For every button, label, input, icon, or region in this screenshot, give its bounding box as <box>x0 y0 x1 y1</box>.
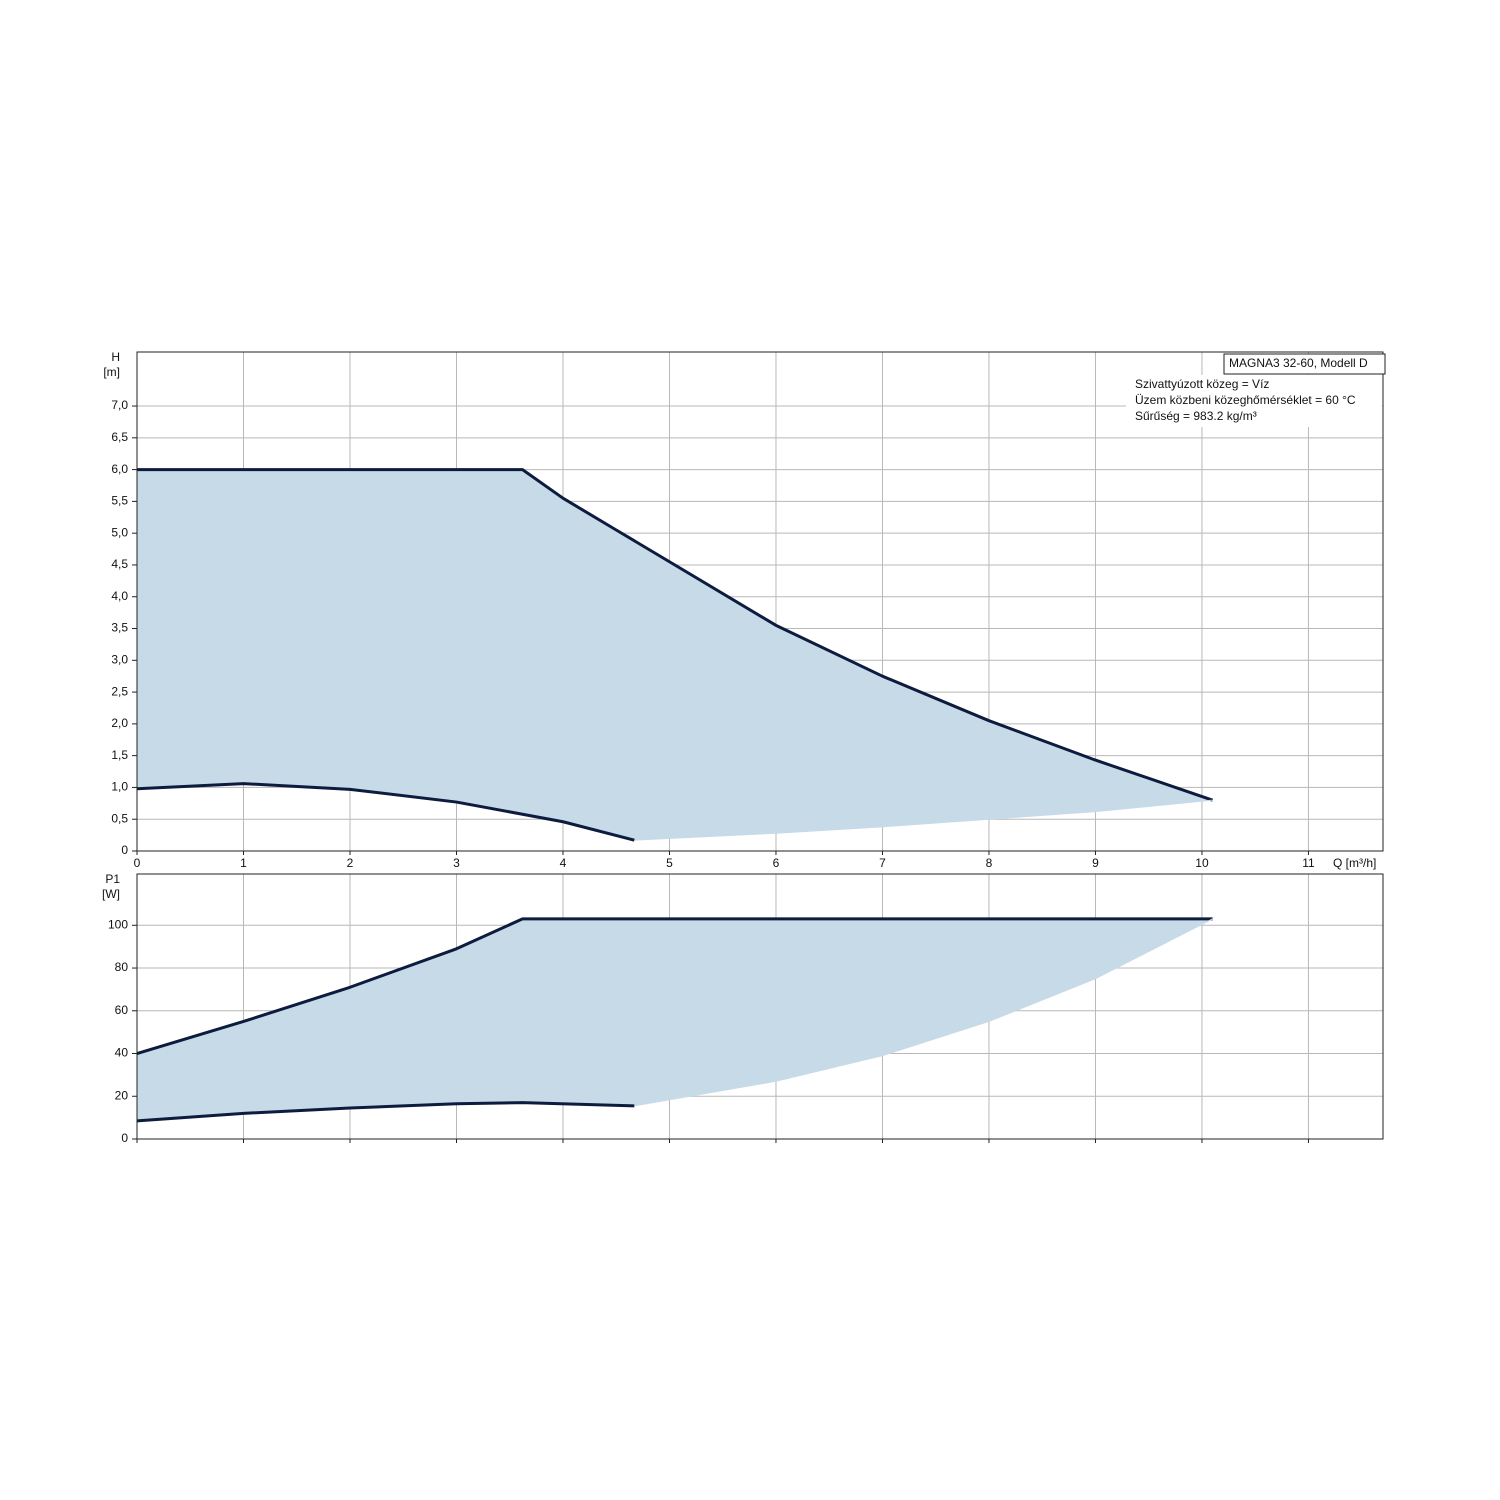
range-fill <box>137 918 1213 1121</box>
y-tick-label: 60 <box>115 1003 129 1017</box>
y-tick-label: 20 <box>115 1088 129 1102</box>
x-tick-label: 6 <box>773 856 780 870</box>
y-tick-label: 4,0 <box>111 589 128 603</box>
x-tick-label: 2 <box>347 856 354 870</box>
plot-frame <box>136 873 1384 1140</box>
y-tick-label: 2,5 <box>111 684 128 698</box>
y-tick-label: 0 <box>121 1131 128 1145</box>
curve-line <box>136 917 1213 1055</box>
y-axis-label: [m] <box>103 365 120 379</box>
x-tick-label: 7 <box>879 856 886 870</box>
x-tick-label: 8 <box>986 856 993 870</box>
y-tick-label: 3,0 <box>111 652 128 666</box>
x-tick-label: 0 <box>134 856 141 870</box>
x-tick-label: 4 <box>560 856 567 870</box>
y-tick-label: 2,0 <box>111 716 128 730</box>
x-tick-label: 3 <box>453 856 460 870</box>
y-tick-label: 6,0 <box>111 462 128 476</box>
y-tick-label: 1,0 <box>111 780 128 794</box>
fill-edge <box>634 799 1213 841</box>
legend-box <box>1223 353 1386 375</box>
y-tick-label: 7,0 <box>111 398 128 412</box>
x-tick-label: 5 <box>666 856 673 870</box>
y-tick-label: 5,0 <box>111 525 128 539</box>
y-tick-label: 40 <box>115 1046 129 1060</box>
y-tick-label: 100 <box>108 917 128 931</box>
note: Üzem közbeni közeghőmérséklet = 60 °C <box>1135 393 1356 407</box>
x-axis-label: Q [m³/h] <box>1333 856 1376 870</box>
plot-frame <box>136 351 1384 852</box>
x-tick-label: 1 <box>240 856 247 870</box>
y-tick-label: 3,5 <box>111 621 128 635</box>
x-tick-label: 11 <box>1302 856 1315 870</box>
y-tick-label: 4,5 <box>111 557 128 571</box>
y-tick-label: 1,5 <box>111 748 128 762</box>
y-tick-label: 0,5 <box>111 811 128 825</box>
y-axis-label: P1 <box>105 872 120 886</box>
note: Szivattyúzott közeg = Víz <box>1135 377 1269 391</box>
y-axis-label: [W] <box>102 887 120 901</box>
y-tick-label: 80 <box>115 960 129 974</box>
note: Sűrűség = 983.2 kg/m³ <box>1135 409 1257 423</box>
y-tick-label: 5,5 <box>111 494 128 508</box>
curve-line <box>136 1101 635 1123</box>
curve-line <box>137 468 1214 802</box>
legend-bg <box>1126 375 1382 427</box>
y-tick-label: 6,5 <box>111 430 128 444</box>
y-axis-label: H <box>111 350 120 364</box>
range-fill <box>137 469 1213 841</box>
legend-title: MAGNA3 32-60, Modell D <box>1229 356 1368 370</box>
fill-edge <box>634 918 1213 1107</box>
x-tick-label: 10 <box>1195 856 1209 870</box>
y-tick-label: 0 <box>121 843 128 857</box>
x-tick-label: 9 <box>1092 856 1099 870</box>
curve-line <box>136 782 635 842</box>
